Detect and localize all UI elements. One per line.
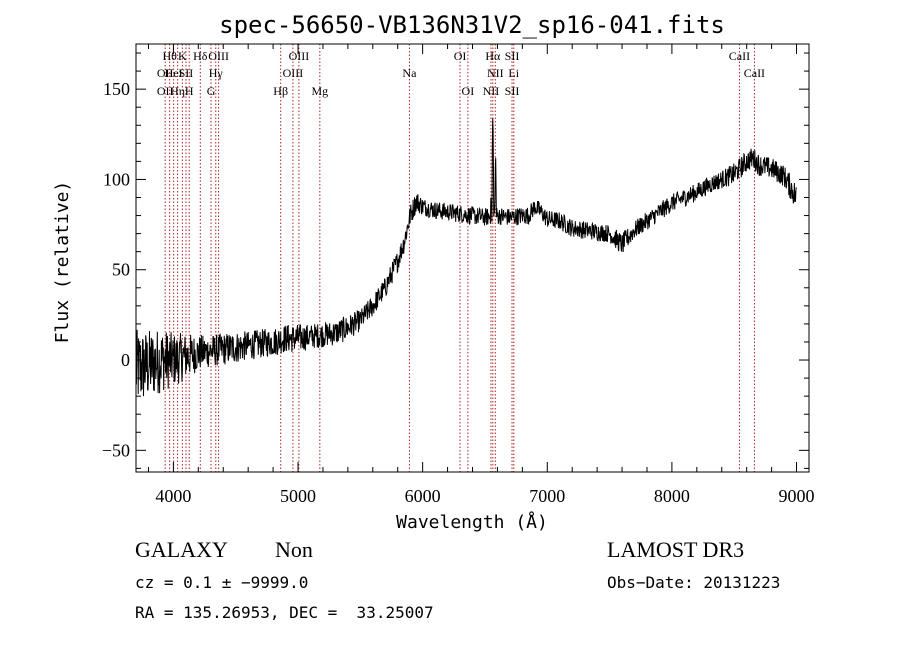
y-tick-label: −50 [102,440,130,460]
spectrum-line [135,117,797,397]
x-tick-label: 9000 [779,486,815,506]
y-tick-label: 150 [103,79,130,99]
object-class: GALAXY [135,537,228,562]
line-marker-label: H [185,84,194,98]
line-marker-label: CaII [729,49,750,63]
line-marker-label: OIII [289,49,310,63]
x-tick-label: 8000 [654,486,690,506]
obs-date: Obs−Date: 20131223 [607,573,781,592]
line-marker-label: NII [487,66,504,80]
line-marker-label: OIII [283,66,304,80]
line-markers [164,44,755,472]
y-axis-ticks: −50 0 50 100 150 [102,52,809,469]
x-tick-label: 5000 [280,486,316,506]
line-marker-label: Na [402,66,417,80]
line-marker-label: Hα [485,49,501,63]
ra-dec-line: RA = 135.26953, DEC = 33.25007 [135,603,434,622]
y-tick-label: 0 [121,350,130,370]
line-marker-labels: OII OII Hθ HeI Hη K SII H Hδ G Hγ OIII Hβ OIII OIII Mg N… [157,49,765,98]
redshift-line: cz = 0.1 ± −9999.0 [135,573,309,592]
line-marker-label: OI [454,49,467,63]
line-marker-label: Hη [170,84,185,98]
x-tick-label: 7000 [529,486,565,506]
y-tick-label: 100 [103,169,130,189]
line-marker-label: Hγ [209,66,224,80]
line-marker-label: Li [508,66,519,80]
line-marker-label: K [178,49,187,63]
line-marker-label: OIII [208,49,229,63]
survey-name: LAMOST DR3 [607,537,745,562]
line-marker-label: CaII [744,66,765,80]
line-marker-label: Hδ [193,49,208,63]
line-marker-label: SII [505,84,520,98]
line-marker-label: SII [505,49,520,63]
line-marker-label: Hθ [162,49,177,63]
plot-frame [135,43,810,473]
y-axis-label: Flux (relative) [52,181,73,344]
x-axis-ticks: 4000 5000 6000 7000 8000 9000 [147,44,815,506]
line-marker-label: OII [157,66,174,80]
y-tick-label: 50 [112,260,130,280]
x-tick-label: 4000 [155,486,191,506]
line-marker-label: Mg [311,84,328,98]
line-marker-label: HeI [165,66,183,80]
x-tick-label: 6000 [405,486,441,506]
line-marker-label: G [207,84,216,98]
line-marker-label: OII [157,84,174,98]
line-marker-label: NII [483,84,500,98]
line-marker-label: SII [179,66,194,80]
x-axis-label: Wavelength (Å) [396,511,548,533]
object-subclass: Non [275,537,313,562]
line-marker-label: Hβ [273,84,288,98]
line-marker-label: OI [462,84,475,98]
chart-title: spec-56650-VB136N31V2_sp16-041.fits [219,11,725,39]
